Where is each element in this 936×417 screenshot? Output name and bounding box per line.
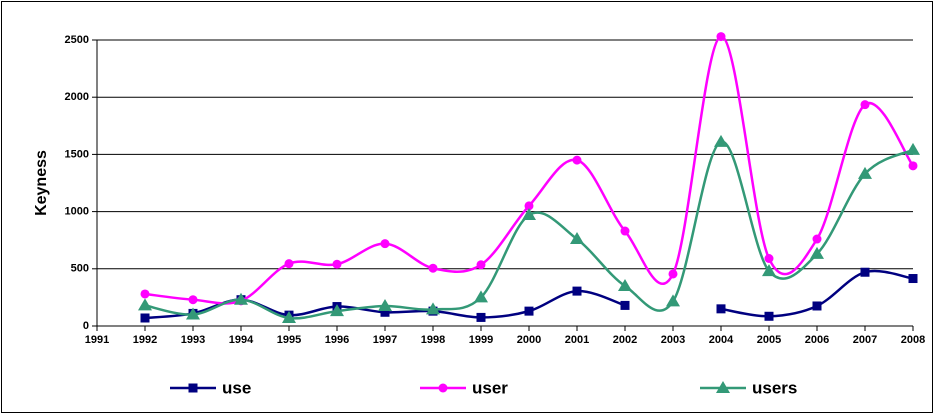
y-axis-label: Keyness [33, 150, 50, 216]
marker [570, 232, 584, 245]
x-tick-label: 1995 [277, 334, 301, 346]
marker [524, 306, 534, 316]
x-tick-label: 2004 [709, 334, 734, 346]
marker [668, 269, 678, 279]
legend-entry: use [170, 378, 251, 397]
marker [426, 302, 440, 315]
marker [378, 298, 392, 311]
marker [620, 300, 630, 310]
marker [716, 32, 726, 42]
x-tick-label: 1998 [421, 334, 445, 346]
legend-label: users [752, 378, 797, 397]
marker [332, 259, 342, 269]
y-tick-label: 500 [71, 263, 89, 275]
marker [812, 301, 822, 311]
x-tick-label: 2006 [805, 334, 829, 346]
y-tick-label: 2000 [65, 91, 89, 103]
series-line [144, 35, 915, 305]
marker [572, 286, 582, 296]
marker [618, 278, 632, 291]
x-tick-label: 1996 [325, 334, 349, 346]
y-tick-label: 2500 [65, 34, 89, 46]
marker [764, 311, 774, 321]
x-tick-label: 1992 [133, 334, 157, 346]
marker [860, 100, 870, 110]
marker [282, 310, 296, 323]
marker [476, 312, 486, 322]
marker [188, 383, 198, 393]
marker [810, 246, 824, 259]
x-tick-label: 2000 [517, 334, 541, 346]
marker [762, 264, 776, 277]
y-tick-label: 1000 [65, 206, 89, 218]
marker [716, 381, 730, 393]
marker [666, 294, 680, 307]
legend-entry: user [420, 378, 508, 397]
marker [476, 260, 486, 270]
marker [858, 166, 872, 179]
legend-entry: users [700, 378, 797, 397]
legend-label: user [472, 378, 508, 397]
marker [188, 295, 198, 305]
marker [620, 226, 630, 236]
marker [138, 298, 152, 311]
marker [812, 234, 822, 244]
marker [860, 267, 870, 277]
marker [716, 304, 726, 314]
y-tick-label: 1500 [65, 148, 89, 160]
marker [380, 307, 390, 317]
marker [908, 274, 918, 284]
marker [714, 134, 728, 147]
x-tick-label: 1991 [85, 334, 109, 346]
x-tick-label: 2003 [661, 334, 685, 346]
marker [428, 263, 438, 273]
marker [140, 289, 150, 299]
marker [764, 254, 774, 264]
x-tick-label: 2002 [613, 334, 637, 346]
marker [380, 239, 390, 249]
x-tick-label: 2005 [757, 334, 781, 346]
marker [572, 155, 582, 165]
x-tick-label: 1999 [469, 334, 493, 346]
legend-label: use [222, 378, 251, 397]
marker [140, 313, 150, 323]
marker [908, 161, 918, 171]
marker [522, 208, 536, 221]
marker [438, 383, 448, 393]
x-tick-label: 2008 [901, 334, 925, 346]
marker [186, 307, 200, 320]
x-tick-label: 1997 [373, 334, 397, 346]
marker [474, 290, 488, 303]
x-tick-label: 2007 [853, 334, 877, 346]
marker [330, 304, 344, 317]
marker [524, 201, 534, 211]
marker [906, 142, 920, 155]
x-tick-label: 2001 [565, 334, 589, 346]
y-tick-label: 0 [83, 320, 89, 332]
marker [284, 259, 294, 269]
x-tick-label: 1993 [181, 334, 205, 346]
marker [234, 292, 248, 305]
x-tick-label: 1994 [229, 334, 254, 346]
